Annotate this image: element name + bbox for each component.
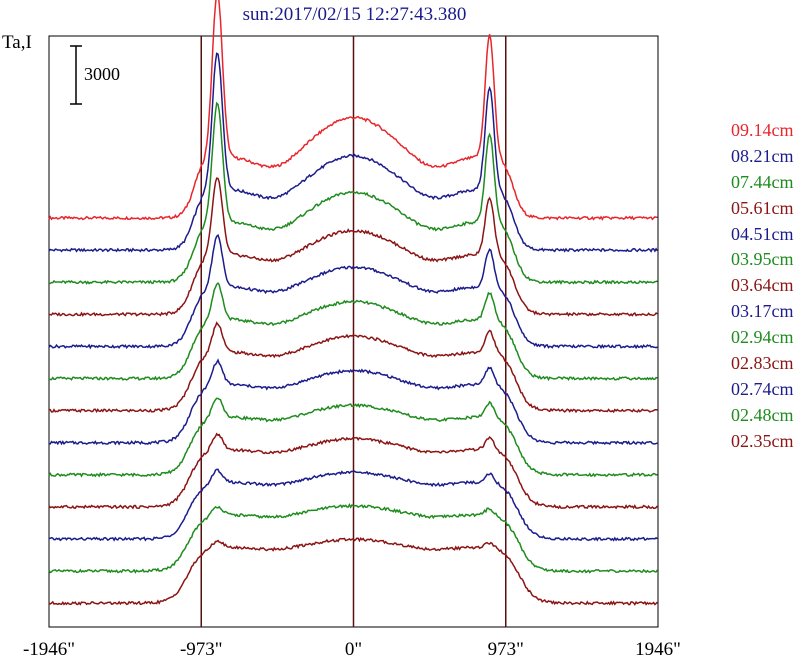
legend-item: 02.83cm xyxy=(731,353,794,374)
legend-item: 02.48cm xyxy=(731,404,794,425)
x-tick-label-4: 1946" xyxy=(635,639,681,660)
series-line-03.95cm xyxy=(48,281,658,382)
legend-item: 03.64cm xyxy=(731,275,794,296)
series-line-07.44cm xyxy=(48,101,658,286)
series-line-02.83cm xyxy=(48,432,658,510)
x-tick-label-1: -973" xyxy=(180,639,223,660)
scale-bar: 3000 xyxy=(70,45,120,105)
legend-item: 02.94cm xyxy=(731,327,794,348)
legend-item: 04.51cm xyxy=(731,223,794,244)
scale-bar-label: 3000 xyxy=(84,64,120,84)
legend-item: 02.74cm xyxy=(731,378,794,399)
legend-item: 07.44cm xyxy=(731,171,794,192)
x-tick-label-2: 0" xyxy=(345,639,362,660)
series-line-09.14cm xyxy=(48,0,658,221)
x-tick-label-3: 973" xyxy=(488,639,524,660)
legend: 09.14cm 08.21cm 07.44cm 05.61cm 04.51cm 03.95… xyxy=(731,120,794,457)
legend-item: 08.21cm xyxy=(731,145,794,166)
series-line-08.21cm xyxy=(48,52,659,253)
legend-item: 03.17cm xyxy=(731,301,794,322)
series-line-03.64cm xyxy=(48,321,658,414)
series-line-05.61cm xyxy=(48,177,658,317)
chart-title: sun:2017/02/15 12:27:43.380 xyxy=(242,4,467,25)
legend-item: 09.14cm xyxy=(731,120,794,140)
series-line-03.17cm xyxy=(48,358,658,446)
series-line-02.94cm xyxy=(48,397,658,478)
x-tick-label-0: -1946" xyxy=(23,639,75,660)
legend-item: 05.61cm xyxy=(731,197,794,218)
series-line-02.48cm xyxy=(48,503,659,574)
legend-item: 03.95cm xyxy=(731,249,794,270)
legend-item: 02.35cm xyxy=(731,430,794,451)
series-line-04.51cm xyxy=(48,233,658,350)
y-axis-label: Ta,I xyxy=(2,32,32,53)
series-line-02.35cm xyxy=(48,536,658,606)
series-line-02.74cm xyxy=(48,468,658,542)
